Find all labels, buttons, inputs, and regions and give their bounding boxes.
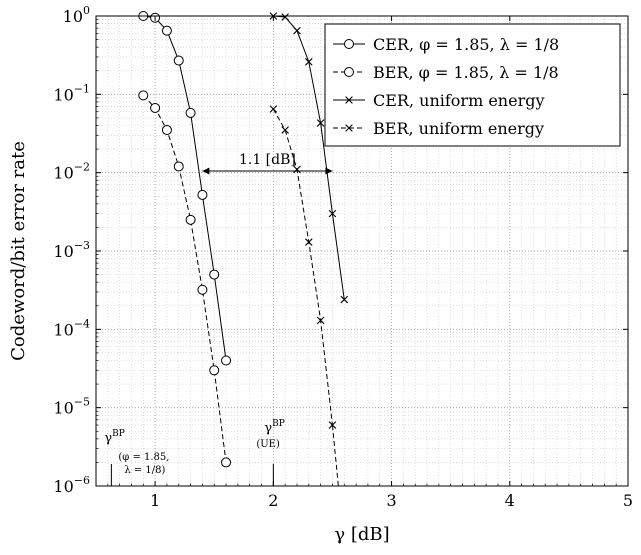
gap-arrow-head-left — [202, 167, 210, 175]
legend-box — [324, 23, 621, 147]
circle-marker — [138, 90, 149, 101]
series-2 — [138, 90, 232, 468]
x-tick-label: 5 — [623, 491, 633, 510]
threshold-opt-line1: (φ = 1.85, — [118, 452, 169, 463]
threshold-opt-sup: BP — [112, 429, 125, 439]
gap-arrow-head-right — [325, 167, 333, 175]
circle-marker — [209, 269, 220, 280]
threshold-opt-line2: λ = 1/8) — [124, 465, 165, 476]
gap-label: 1.1 [dB] — [239, 152, 296, 168]
y-tick-label: 10−2 — [53, 161, 90, 183]
circle-marker — [150, 102, 161, 113]
series-4 — [269, 105, 339, 487]
legend-entry-1: CER, φ = 1.85, λ = 1/8 — [333, 35, 559, 54]
axis-ticks: 1 2 3 4 5 100 10−1 10−2 10−3 10−4 10−5 10−6 — [53, 4, 633, 510]
series-layer — [138, 11, 349, 487]
x-marker — [345, 96, 353, 104]
x-axis-label: γ [dB] — [334, 524, 389, 545]
circle-marker — [161, 125, 172, 136]
circle-marker — [197, 284, 208, 295]
circle-marker — [344, 39, 354, 49]
x-marker — [293, 165, 301, 174]
x-marker — [269, 105, 278, 113]
legend-label: CER, uniform energy — [373, 91, 545, 110]
x-marker — [281, 13, 289, 21]
x-marker — [316, 316, 325, 325]
x-marker — [316, 119, 325, 127]
legend-entry-4: BER, uniform energy — [333, 119, 544, 138]
series-line — [143, 15, 227, 361]
y-tick-label: 100 — [63, 4, 90, 26]
y-tick-label: 10−6 — [53, 474, 90, 496]
y-tick-label: 10−4 — [53, 317, 90, 339]
x-marker — [293, 26, 301, 35]
series-line — [272, 108, 333, 426]
circle-marker — [197, 189, 208, 200]
x-tick-label: 2 — [268, 491, 278, 510]
threshold-opt-symbol: γBP — [104, 429, 124, 446]
threshold-ue-sup: BP — [272, 419, 285, 429]
legend-entry-2: BER, φ = 1.85, λ = 1/8 — [333, 63, 559, 82]
circle-marker — [185, 214, 196, 225]
x-marker — [340, 295, 349, 304]
series-1 — [138, 11, 232, 366]
threshold-ue-gamma: γ — [264, 421, 272, 436]
y-axis-label: Codeword/bit error rate — [8, 141, 29, 361]
series-tail — [331, 424, 339, 487]
x-marker — [305, 58, 313, 66]
x-marker — [328, 209, 337, 218]
legend-label: CER, φ = 1.85, λ = 1/8 — [373, 35, 559, 54]
x-marker — [305, 238, 313, 246]
circle-marker — [173, 55, 184, 66]
y-tick-label: 10−1 — [53, 82, 90, 104]
circle-marker — [221, 355, 232, 366]
y-tick-label: 10−3 — [53, 239, 90, 261]
legend-entry-3: CER, uniform energy — [333, 91, 545, 110]
y-tick-label: 10−5 — [53, 396, 90, 418]
circle-marker — [344, 67, 354, 77]
legend-label: BER, φ = 1.85, λ = 1/8 — [373, 63, 559, 82]
x-tick-label: 1 — [150, 491, 160, 510]
circle-marker — [221, 457, 232, 468]
circle-marker — [173, 161, 184, 172]
circle-marker — [161, 25, 172, 36]
circle-marker — [209, 365, 220, 376]
series-line — [142, 95, 227, 463]
x-tick-label: 4 — [505, 491, 515, 510]
legend-label: BER, uniform energy — [373, 119, 544, 138]
legend: CER, φ = 1.85, λ = 1/8 BER, φ = 1.85, λ =… — [324, 23, 621, 147]
circle-marker — [185, 107, 196, 118]
x-tick-label: 3 — [386, 491, 396, 510]
threshold-ue-sub: (UE) — [256, 439, 280, 450]
x-marker — [345, 124, 353, 132]
annotations: 1.1 [dB] γBP (φ = 1.85, λ = 1/8) γBP (UE… — [104, 152, 333, 486]
x-marker — [281, 126, 289, 134]
threshold-opt-gamma: γ — [104, 431, 112, 446]
threshold-ue-symbol: γBP — [264, 419, 284, 436]
